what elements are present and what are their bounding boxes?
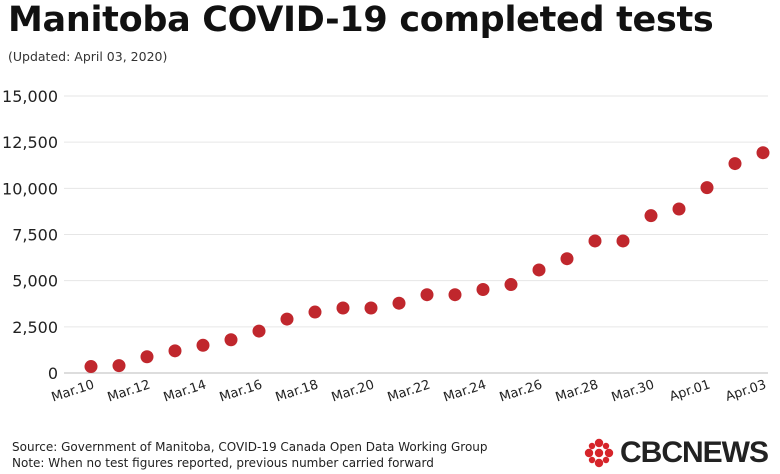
cbc-news-wordmark: CBCNEWS xyxy=(620,436,769,469)
data-point xyxy=(364,301,378,315)
data-point xyxy=(644,209,658,223)
data-point xyxy=(196,338,210,352)
y-tick-label: 10,000 xyxy=(2,179,58,198)
x-tick-label: Apr.01 xyxy=(668,378,713,405)
data-point xyxy=(392,296,406,310)
y-tick-label: 0 xyxy=(48,364,58,383)
data-point xyxy=(224,333,238,347)
data-point xyxy=(336,301,350,315)
data-point xyxy=(280,312,294,326)
data-point xyxy=(672,202,686,216)
data-point xyxy=(140,350,154,364)
data-point xyxy=(560,252,574,266)
data-point xyxy=(504,278,518,292)
cbc-news-logo: CBCNEWS xyxy=(584,436,769,470)
y-tick-label: 2,500 xyxy=(12,318,58,337)
data-point xyxy=(756,146,770,160)
data-point xyxy=(728,157,742,171)
data-point xyxy=(308,305,322,319)
data-note: Note: When no test figures reported, pre… xyxy=(12,456,434,470)
x-tick-label: Mar.30 xyxy=(610,378,656,406)
x-tick-label: Mar.12 xyxy=(106,378,152,406)
data-point xyxy=(700,181,714,195)
x-tick-label: Mar.16 xyxy=(218,378,264,406)
data-point xyxy=(112,359,126,373)
y-tick-label: 7,500 xyxy=(12,226,58,245)
x-tick-label: Apr.03 xyxy=(724,378,769,405)
data-point xyxy=(616,234,630,248)
y-tick-label: 5,000 xyxy=(12,272,58,291)
data-point xyxy=(420,288,434,302)
y-tick-label: 15,000 xyxy=(2,87,58,106)
data-point xyxy=(532,263,546,277)
chart-subtitle: (Updated: April 03, 2020) xyxy=(8,49,168,64)
x-tick-label: Mar.28 xyxy=(554,378,600,406)
source-note: Source: Government of Manitoba, COVID-19… xyxy=(12,440,488,454)
chart-title: Manitoba COVID-19 completed tests xyxy=(8,0,714,40)
chart-footer: Source: Government of Manitoba, COVID-19… xyxy=(12,439,488,471)
cbc-gem-icon xyxy=(584,438,614,468)
x-tick-label: Mar.22 xyxy=(386,378,432,406)
data-point xyxy=(476,283,490,297)
x-tick-label: Mar.26 xyxy=(498,378,544,406)
data-point xyxy=(84,360,98,374)
data-point xyxy=(448,288,462,302)
x-tick-label: Mar.14 xyxy=(162,378,208,406)
x-tick-label: Mar.24 xyxy=(442,378,488,406)
data-point xyxy=(252,324,266,338)
x-tick-label: Mar.18 xyxy=(274,378,320,406)
y-tick-label: 12,500 xyxy=(2,133,58,152)
x-tick-label: Mar.20 xyxy=(330,378,376,406)
data-point xyxy=(168,344,182,358)
data-point xyxy=(588,234,602,248)
